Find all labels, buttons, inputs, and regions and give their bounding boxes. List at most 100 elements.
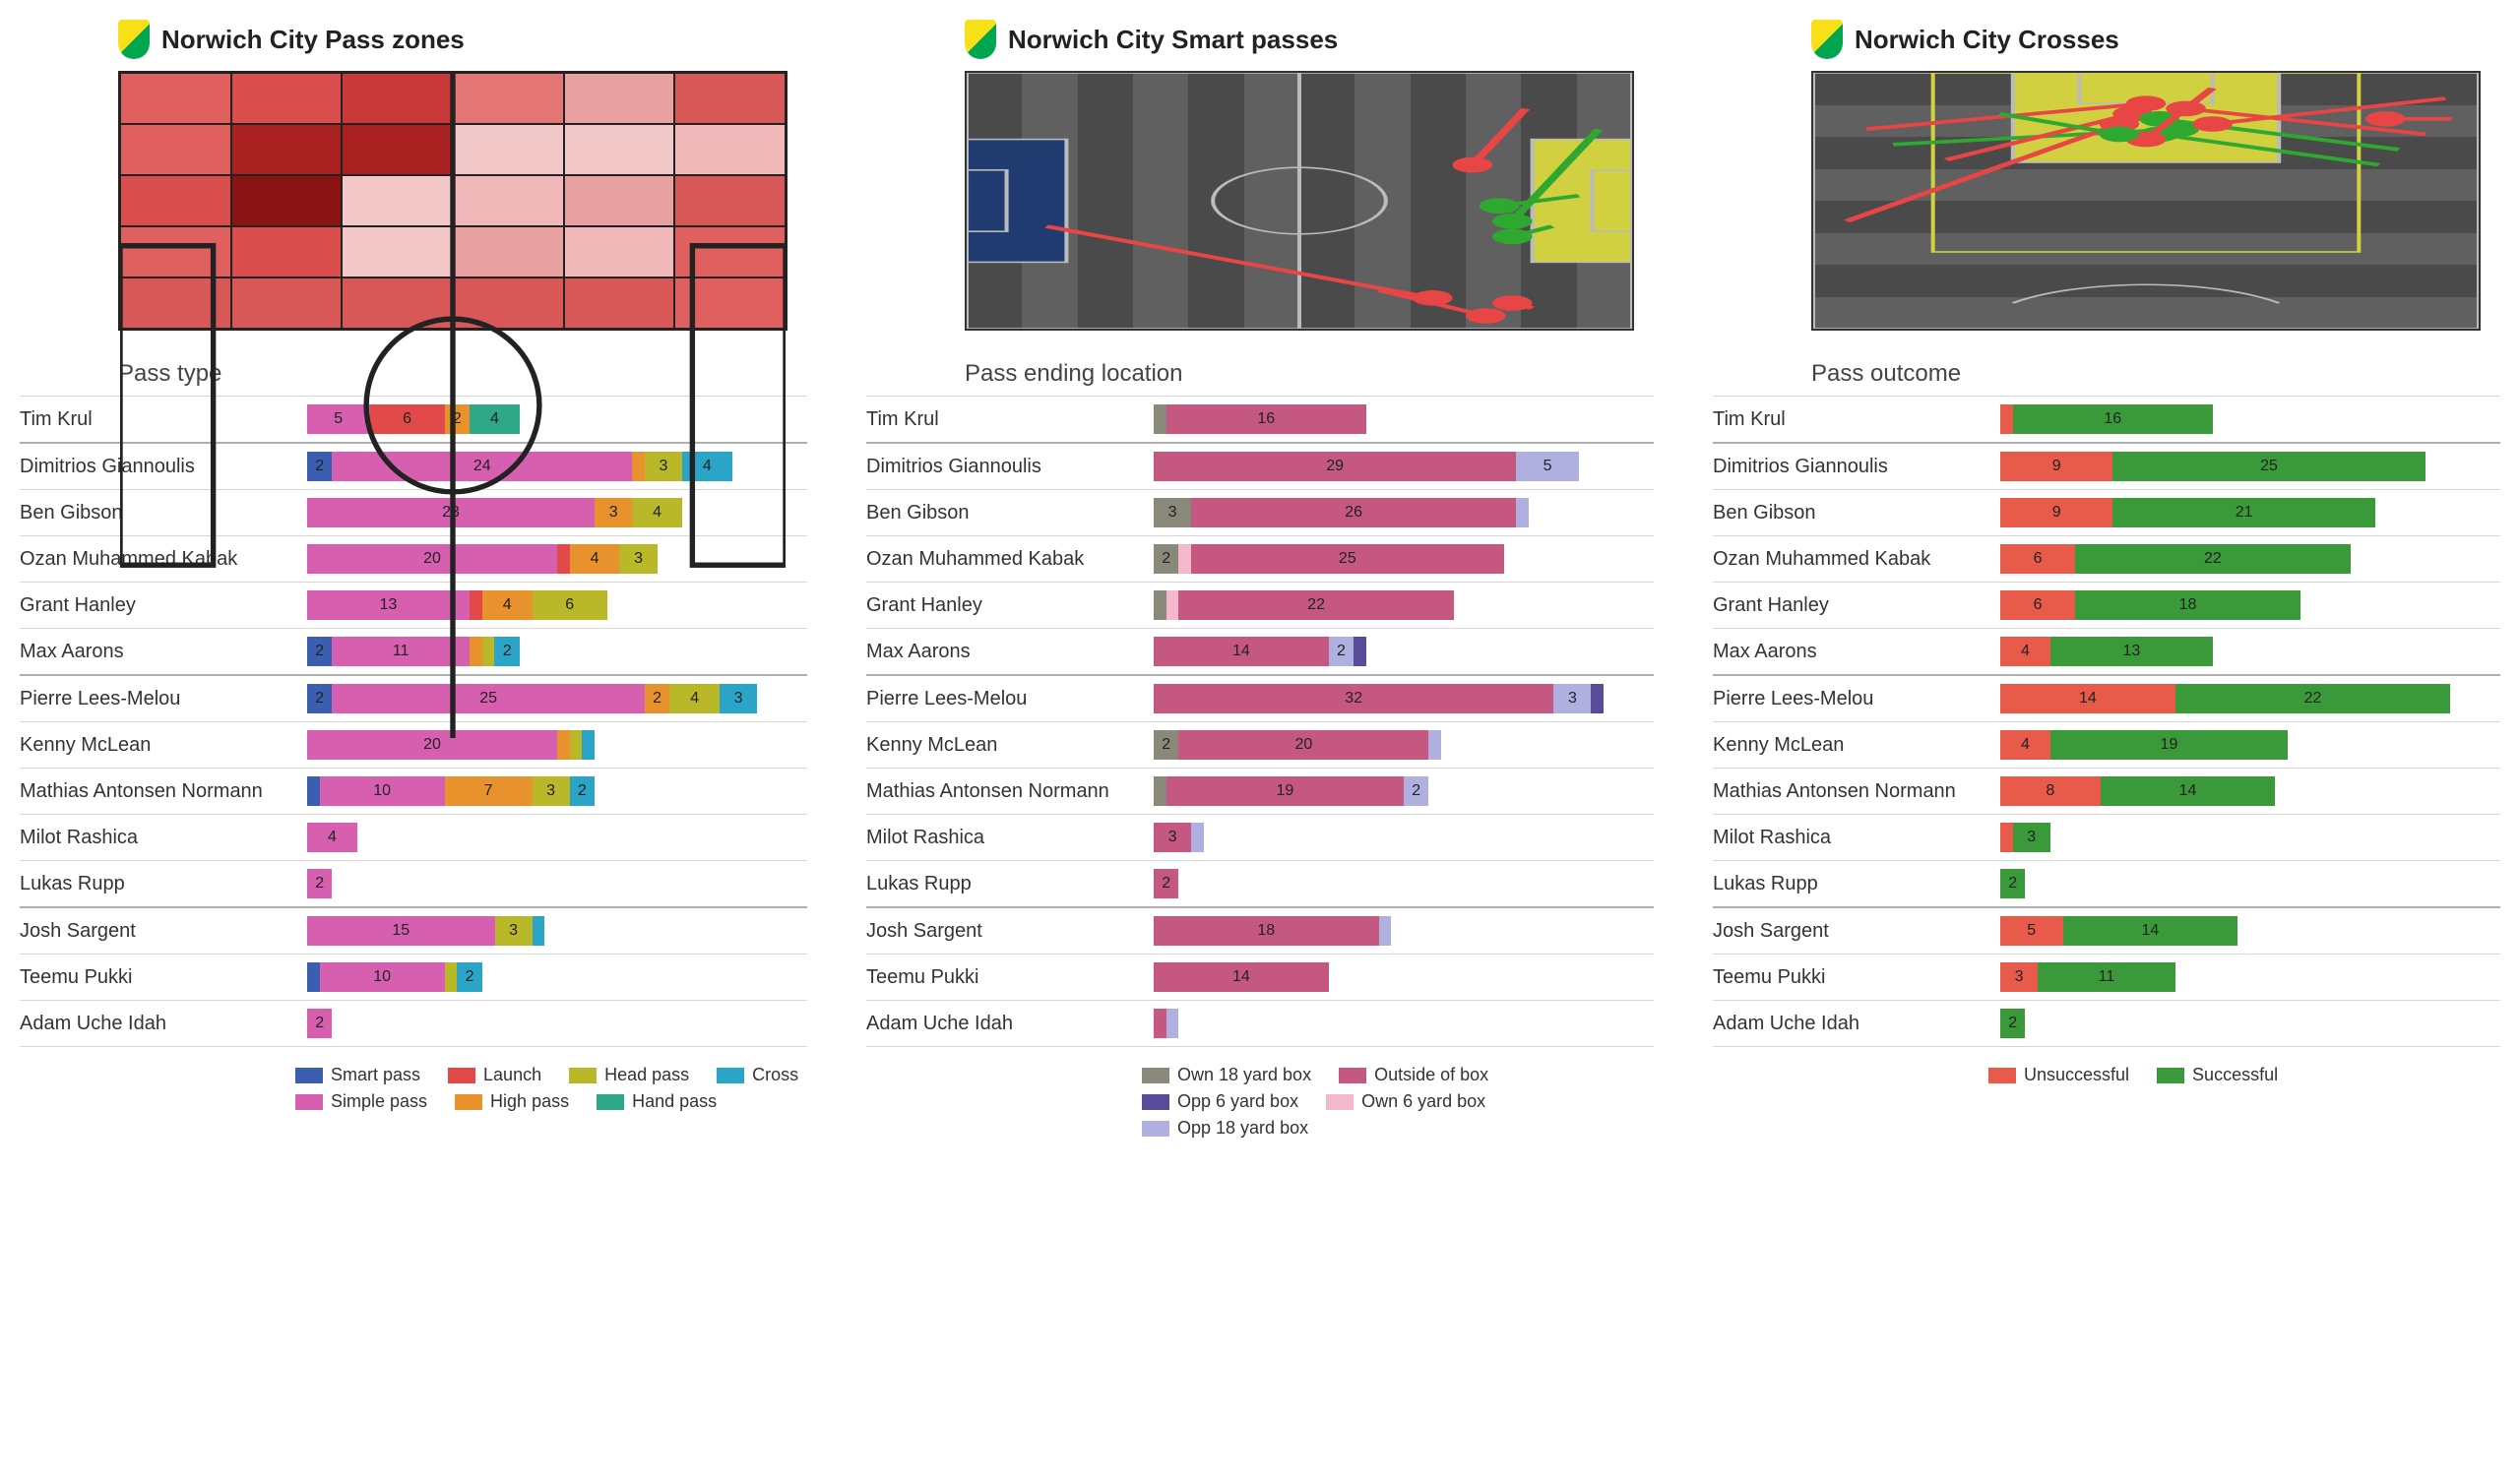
bar-segment: 24 [332,452,632,481]
bar-segment [1154,404,1166,434]
bar-segment: 3 [2013,823,2050,852]
player-name: Pierre Lees-Melou [866,688,1154,709]
heatmap-cell [342,278,453,329]
bar-segment: 14 [2000,684,2175,713]
bar-track: 22 [1154,590,1654,620]
bar-segment: 4 [632,498,682,527]
bar-segment: 2 [457,962,481,992]
bar-track: 618 [2000,590,2500,620]
bar-segment: 16 [2013,404,2213,434]
heatmap-cell [453,73,564,124]
bar-segment [1591,684,1604,713]
legend-item: Head pass [569,1065,689,1085]
bar-track: 142 [1154,637,1654,666]
heatmap-cell [564,226,675,278]
column-crosses: Norwich City Crosses Pass outcome Tim Kr… [1713,20,2500,1139]
player-row: Dimitrios Giannoulis22434 [20,442,807,489]
bar-chart-pass-type: Tim Krul5624Dimitrios Giannoulis22434Ben… [20,396,807,1047]
heatmap-cell [120,278,231,329]
bar-segment: 29 [1154,452,1516,481]
player-name: Grant Hanley [1713,594,2000,616]
column-smart-passes: Norwich City Smart passes Pass ending lo… [866,20,1654,1139]
bar-track: 311 [2000,962,2500,992]
bar-segment: 5 [2000,916,2063,946]
player-name: Max Aarons [1713,641,2000,662]
player-row: Pierre Lees-Melou323 [866,674,1654,721]
bar-segment: 4 [669,684,720,713]
player-name: Max Aarons [20,641,307,662]
bar-track: 622 [2000,544,2500,574]
bar-segment [1154,590,1166,620]
player-name: Mathias Antonsen Normann [866,780,1154,802]
player-row: Ben Gibson2334 [20,489,807,535]
legend-label: Opp 6 yard box [1177,1091,1298,1112]
player-row: Ben Gibson326 [866,489,1654,535]
bar-track: 2 [2000,1009,2500,1038]
player-row: Ben Gibson921 [1713,489,2500,535]
player-name: Ben Gibson [866,502,1154,524]
player-name: Ozan Muhammed Kabak [1713,548,2000,570]
heatmap-cell [453,124,564,175]
player-name: Josh Sargent [20,920,307,942]
player-row: Dimitrios Giannoulis925 [1713,442,2500,489]
heatmap-cell [231,73,343,124]
player-row: Kenny McLean220 [866,721,1654,768]
bar-segment: 4 [2000,730,2050,760]
legend-item: Unsuccessful [1988,1065,2129,1085]
bar-track: 1422 [2000,684,2500,713]
heatmap-cell [564,124,675,175]
player-name: Ben Gibson [1713,502,2000,524]
bar-track: 323 [1154,684,1654,713]
player-row: Teemu Pukki14 [866,954,1654,1000]
panel-title: Norwich City Smart passes [1008,25,1338,55]
legend-item: Hand pass [597,1091,717,1112]
bar-track: 16 [1154,404,1654,434]
player-row: Tim Krul16 [1713,396,2500,442]
bar-segment: 6 [370,404,445,434]
team-logo-icon [118,20,150,59]
player-row: Ozan Muhammed Kabak225 [866,535,1654,582]
bar-track: 192 [1154,776,1654,806]
legend-item: Cross [717,1065,798,1085]
bar-segment: 2 [2000,1009,2025,1038]
bar-segment: 10 [320,776,445,806]
bar-track: 3 [1154,823,1654,852]
bar-segment: 3 [645,452,682,481]
player-name: Pierre Lees-Melou [20,688,307,709]
bar-segment [557,544,570,574]
player-name: Dimitrios Giannoulis [20,456,307,477]
bar-segment: 2 [494,637,519,666]
bar-segment: 3 [619,544,657,574]
player-name: Grant Hanley [866,594,1154,616]
bar-segment: 13 [307,590,470,620]
legend-item: High pass [455,1091,569,1112]
legend-swatch [597,1094,624,1110]
bar-track: 2043 [307,544,807,574]
bar-track: 18 [1154,916,1654,946]
bar-segment: 3 [1154,823,1191,852]
bar-segment: 14 [2101,776,2276,806]
bar-segment [533,916,545,946]
bar-track: 925 [2000,452,2500,481]
bar-segment: 2 [1154,544,1178,574]
player-row: Milot Rashica3 [1713,814,2500,860]
bar-segment: 2 [445,404,470,434]
section-title: Pass type [20,360,807,388]
bar-track: 10732 [307,776,807,806]
player-name: Kenny McLean [1713,734,2000,756]
bar-segment [1178,544,1191,574]
legend-label: Cross [752,1065,798,1085]
legend-item: Simple pass [295,1091,427,1112]
bar-segment: 18 [2075,590,2300,620]
legend-label: Unsuccessful [2024,1065,2129,1085]
bar-segment: 23 [307,498,595,527]
bar-track: 2334 [307,498,807,527]
bar-segment: 14 [1154,637,1329,666]
player-row: Josh Sargent514 [1713,906,2500,954]
legend-ending: Own 18 yard boxOutside of boxOpp 6 yard … [866,1047,1654,1139]
bar-track [1154,1009,1654,1038]
bar-track: 419 [2000,730,2500,760]
bar-segment [445,962,458,992]
bar-track: 2 [307,869,807,898]
bar-track: 20 [307,730,807,760]
